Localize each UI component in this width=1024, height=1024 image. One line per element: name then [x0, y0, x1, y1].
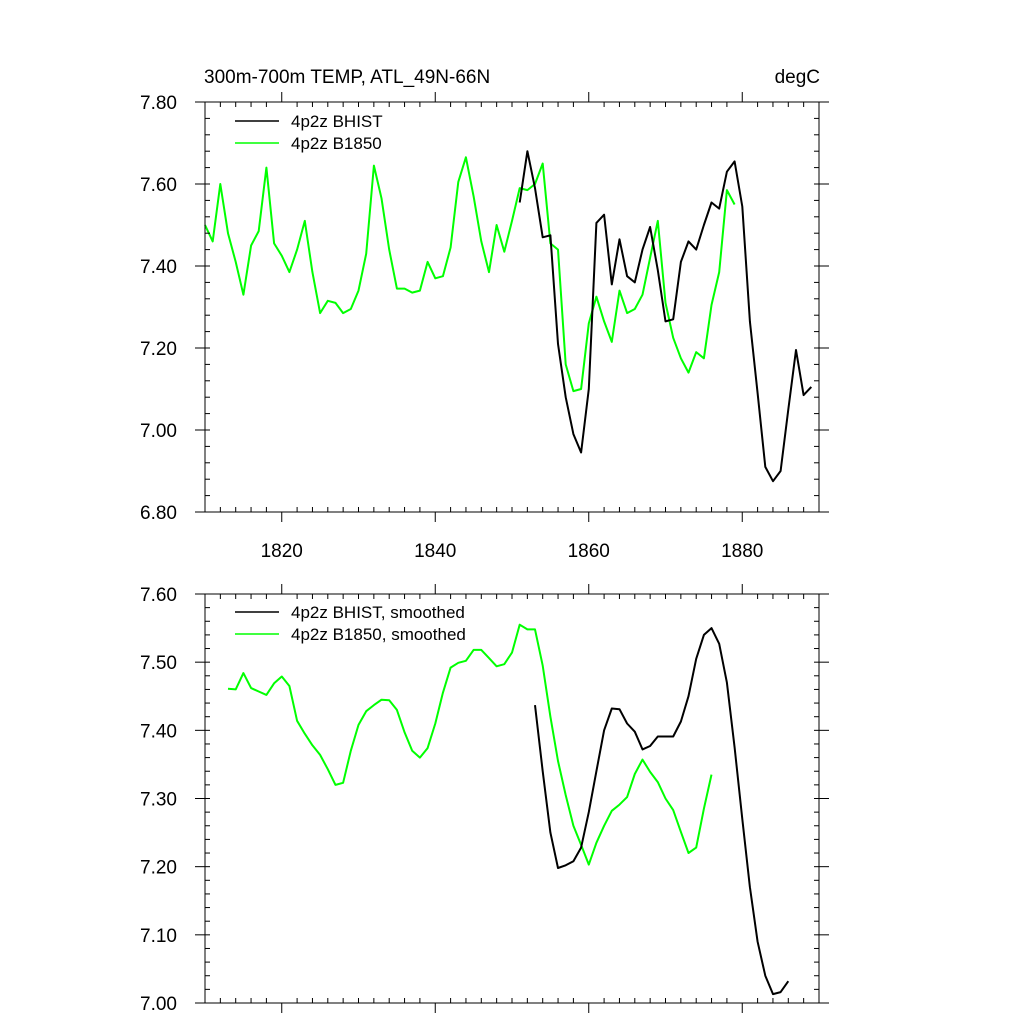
top-x-tick-label: 1840 — [414, 541, 456, 562]
bottom-y-tick-label: 7.20 — [140, 858, 177, 879]
bottom-series-bhist-line — [534, 627, 790, 996]
bottom-y-tick-label: 7.30 — [140, 790, 177, 811]
top-chart-units: degC — [775, 67, 820, 88]
bottom-plot-frame — [204, 593, 820, 1004]
bottom-legend-label-bhist: 4p2z BHIST, smoothed — [291, 603, 465, 622]
top-y-tick-label: 7.80 — [140, 93, 177, 114]
top-y-tick-label: 7.40 — [140, 257, 177, 278]
bottom-series-b1850-line — [227, 623, 713, 866]
top-panel: 300m-700m TEMP, ATL_49N-66N degC 1820 184… — [140, 67, 829, 562]
top-chart-title: 300m-700m TEMP, ATL_49N-66N — [204, 67, 490, 88]
top-y-tick-label: 6.80 — [140, 503, 177, 524]
top-y-tick-label: 7.20 — [140, 339, 177, 360]
top-series-bhist-line — [518, 150, 813, 483]
bottom-y-tick-label: 7.60 — [140, 585, 177, 606]
top-legend-label-bhist: 4p2z BHIST — [291, 112, 383, 131]
bottom-y-tick-label: 7.00 — [140, 994, 177, 1015]
top-y-tick-label: 7.60 — [140, 175, 177, 196]
top-legend-label-b1850: 4p2z B1850 — [291, 134, 382, 153]
bottom-y-tick-label: 7.10 — [140, 926, 177, 947]
top-series-b1850-line — [204, 156, 736, 393]
bottom-y-tick-label: 7.40 — [140, 721, 177, 742]
bottom-panel: 7.00 7.10 7.20 7.30 7.40 7.50 7.60 4p2z BHIST,… — [140, 584, 829, 1015]
top-x-tick-label: 1820 — [261, 541, 303, 562]
bottom-y-tick-label: 7.50 — [140, 653, 177, 674]
top-x-tick-label: 1880 — [721, 541, 763, 562]
top-plot-frame — [204, 101, 820, 513]
top-x-tick-label: 1860 — [568, 541, 610, 562]
bottom-legend-label-b1850: 4p2z B1850, smoothed — [291, 625, 466, 644]
top-y-tick-label: 7.00 — [140, 421, 177, 442]
